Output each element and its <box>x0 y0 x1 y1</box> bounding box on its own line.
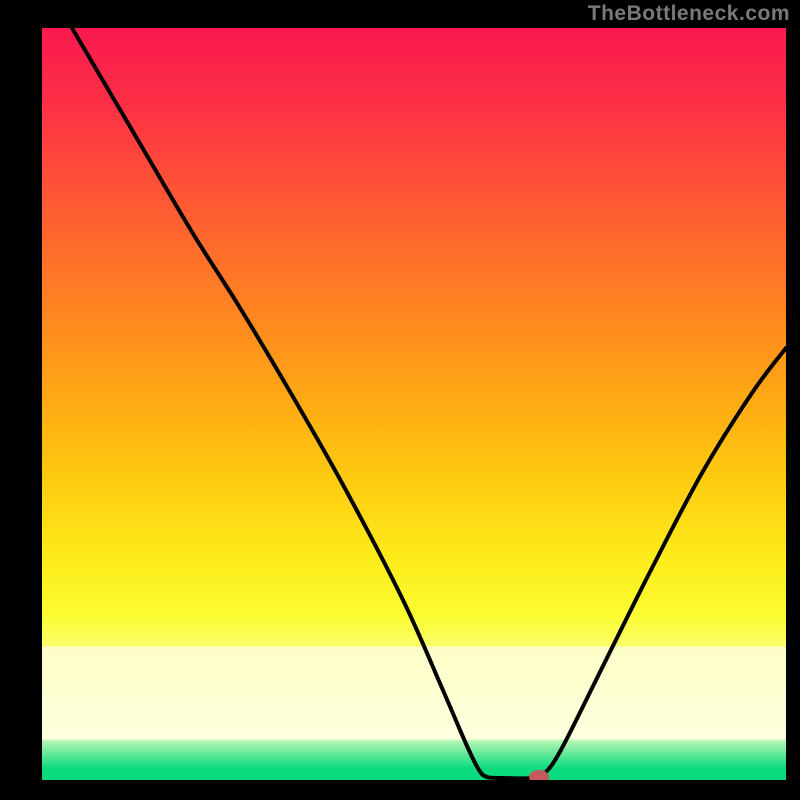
gradient-background <box>42 28 786 780</box>
chart-frame: TheBottleneck.com <box>0 0 800 800</box>
chart-plot-area <box>42 28 786 780</box>
watermark-text: TheBottleneck.com <box>588 2 790 26</box>
chart-svg <box>42 28 786 780</box>
